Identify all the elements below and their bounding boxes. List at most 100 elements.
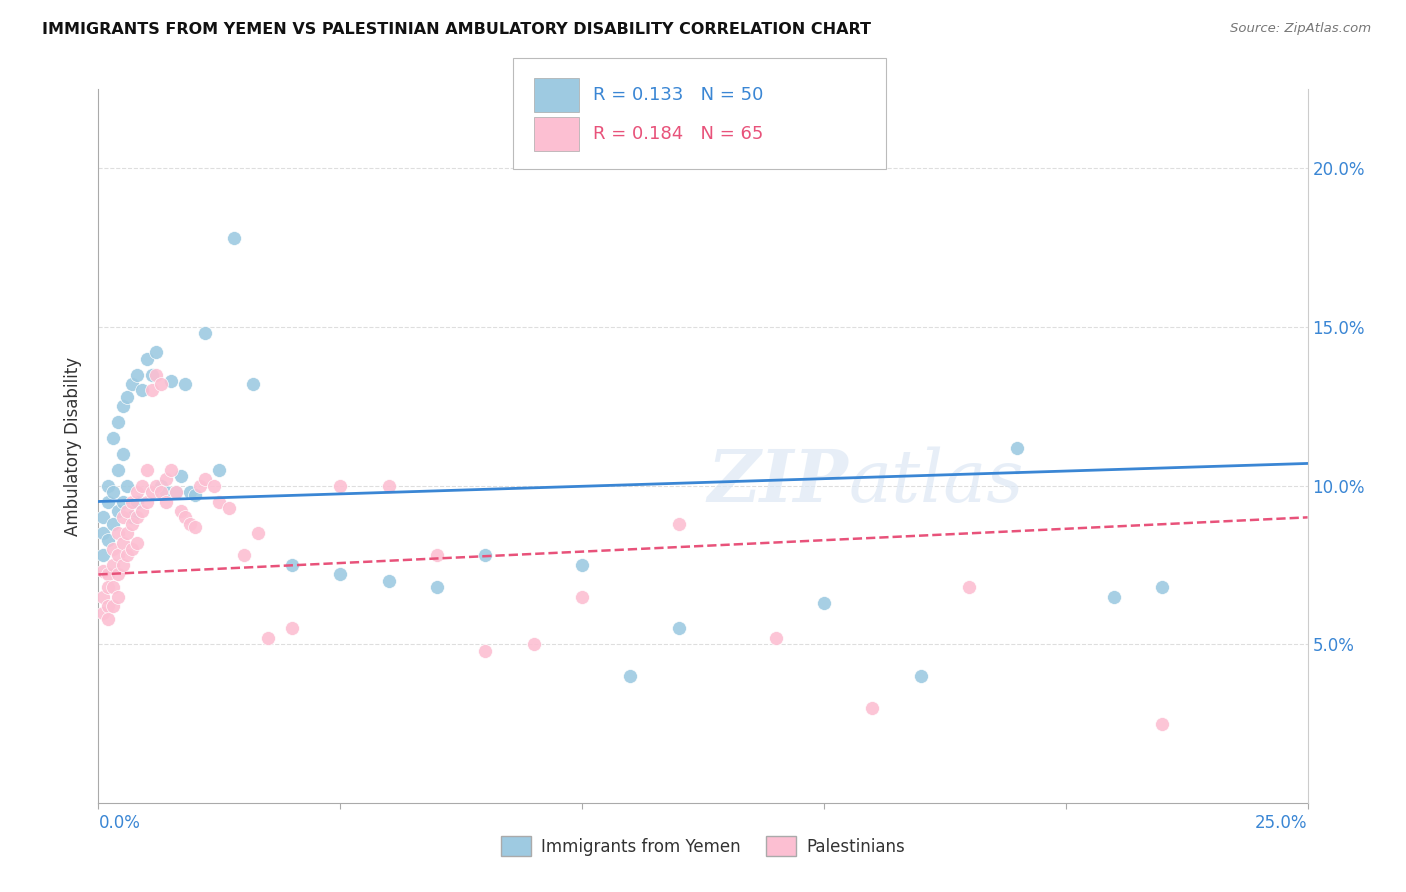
Point <box>426 580 449 594</box>
Point <box>127 510 149 524</box>
Point <box>329 567 352 582</box>
Point <box>145 368 167 382</box>
Point <box>813 596 835 610</box>
Point <box>179 516 201 531</box>
Point <box>101 542 124 557</box>
Point <box>97 580 120 594</box>
Point <box>208 494 231 508</box>
Point <box>155 472 177 486</box>
Point <box>121 516 143 531</box>
Point <box>910 669 932 683</box>
Point <box>174 510 197 524</box>
Point <box>135 494 157 508</box>
Point <box>571 590 593 604</box>
Point <box>281 621 304 635</box>
Text: R = 0.133   N = 50: R = 0.133 N = 50 <box>593 86 763 103</box>
Point <box>91 564 114 578</box>
Point <box>281 558 304 572</box>
Point <box>101 558 124 572</box>
Point <box>155 494 177 508</box>
Point <box>111 535 134 549</box>
Point <box>242 377 264 392</box>
Point <box>222 231 245 245</box>
Point <box>204 478 226 492</box>
Point <box>141 368 163 382</box>
Point <box>107 463 129 477</box>
Point <box>150 478 173 492</box>
Point <box>247 526 270 541</box>
Point <box>97 599 120 614</box>
Point <box>1152 580 1174 594</box>
Y-axis label: Ambulatory Disability: Ambulatory Disability <box>65 357 83 535</box>
Point <box>1152 716 1174 731</box>
Point <box>668 621 690 635</box>
Point <box>107 504 129 518</box>
Point <box>101 431 124 445</box>
Point <box>232 549 254 563</box>
Point <box>117 504 139 518</box>
Text: atlas: atlas <box>848 446 1024 517</box>
Point <box>91 590 114 604</box>
Point <box>169 504 191 518</box>
Point <box>1102 590 1125 604</box>
Point <box>179 485 201 500</box>
Point <box>107 415 129 429</box>
Point <box>141 384 163 398</box>
Point <box>111 558 134 572</box>
Point <box>194 472 217 486</box>
Point <box>107 526 129 541</box>
Point <box>101 580 124 594</box>
Point <box>117 549 139 563</box>
Point <box>150 485 173 500</box>
Point <box>668 516 690 531</box>
Point <box>127 368 149 382</box>
Point <box>131 384 153 398</box>
Text: ZIP: ZIP <box>707 446 848 517</box>
Point <box>135 351 157 366</box>
Point <box>121 494 143 508</box>
Point <box>165 485 187 500</box>
Point <box>121 542 143 557</box>
Point <box>127 535 149 549</box>
Legend: Immigrants from Yemen, Palestinians: Immigrants from Yemen, Palestinians <box>495 830 911 863</box>
Point <box>329 478 352 492</box>
Point <box>377 478 399 492</box>
Point <box>377 574 399 588</box>
Point <box>117 478 139 492</box>
Point <box>619 669 641 683</box>
Point <box>135 463 157 477</box>
Point <box>97 533 120 547</box>
Point <box>101 599 124 614</box>
Point <box>184 488 207 502</box>
Point <box>174 377 197 392</box>
Point <box>101 516 124 531</box>
Point <box>121 510 143 524</box>
Point <box>571 558 593 572</box>
Point <box>256 631 278 645</box>
Point <box>523 637 546 651</box>
Point <box>131 504 153 518</box>
Point <box>91 526 114 541</box>
Point <box>160 374 183 388</box>
Point <box>150 377 173 392</box>
Point <box>97 478 120 492</box>
Point <box>111 510 134 524</box>
Point <box>131 478 153 492</box>
Text: 25.0%: 25.0% <box>1256 814 1308 832</box>
Point <box>97 612 120 626</box>
Point <box>765 631 787 645</box>
Point <box>184 520 207 534</box>
Point <box>101 485 124 500</box>
Point <box>117 390 139 404</box>
Text: IMMIGRANTS FROM YEMEN VS PALESTINIAN AMBULATORY DISABILITY CORRELATION CHART: IMMIGRANTS FROM YEMEN VS PALESTINIAN AMB… <box>42 22 872 37</box>
Point <box>91 510 114 524</box>
Point <box>165 485 187 500</box>
Point <box>91 549 114 563</box>
Point <box>1007 441 1029 455</box>
Text: Source: ZipAtlas.com: Source: ZipAtlas.com <box>1230 22 1371 36</box>
Point <box>97 567 120 582</box>
Point <box>111 447 134 461</box>
Point <box>127 494 149 508</box>
Point <box>111 400 134 414</box>
Point <box>111 494 134 508</box>
